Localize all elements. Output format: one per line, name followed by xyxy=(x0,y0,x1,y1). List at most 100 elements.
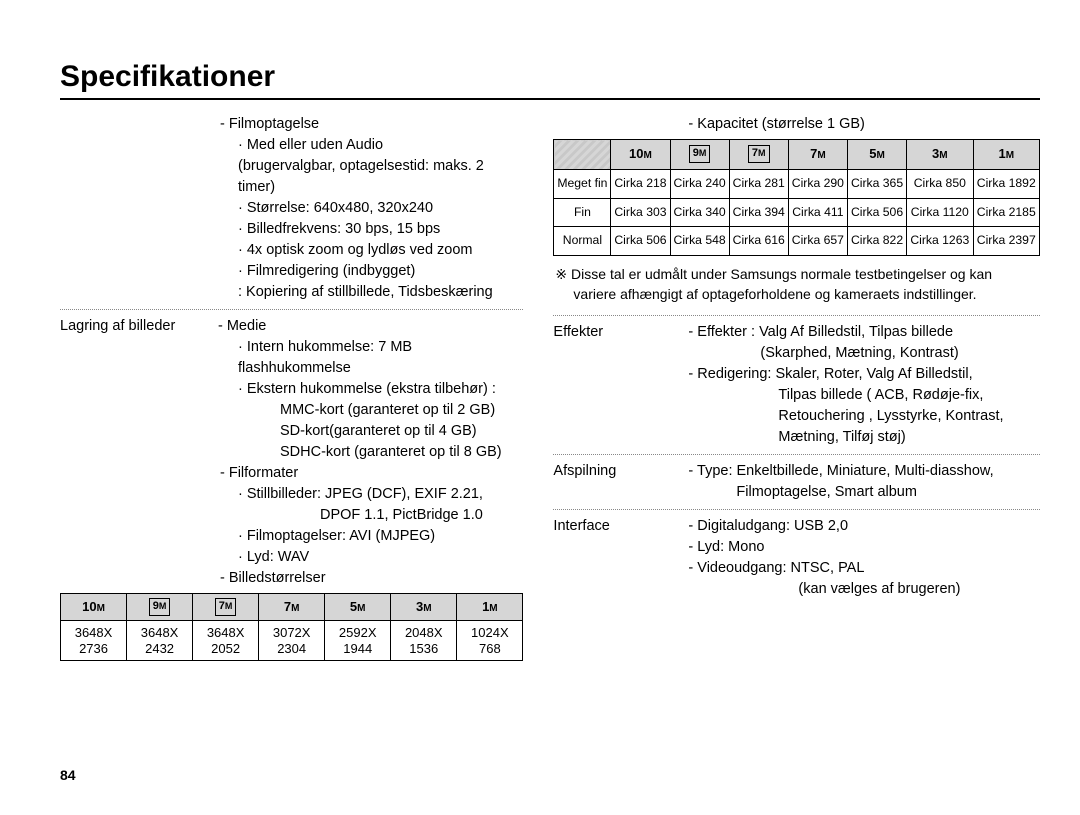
cap-cell: Cirka 340 xyxy=(670,198,729,227)
storage-external: · Ekstern hukommelse (ekstra tilbehør) : xyxy=(60,379,523,400)
effects-l4: Tilpas billede ( ACB, Rødøje-fix, xyxy=(553,385,1040,406)
interface-row: Interface - Digitaludgang: USB 2,0 xyxy=(553,516,1040,537)
storage-internal: · Intern hukommelse: 7 MB flashhukommels… xyxy=(60,337,523,379)
size-cell: 2592X1944 xyxy=(325,621,391,661)
cap-header: 3M xyxy=(907,140,973,170)
cap-cell: Cirka 394 xyxy=(729,198,788,227)
effects-l5: Retouchering , Lysstyrke, Kontrast, xyxy=(553,406,1040,427)
film-audio: · Med eller uden Audio xyxy=(60,135,523,156)
cap-cell: Cirka 822 xyxy=(847,227,906,256)
cap-cell: Cirka 240 xyxy=(670,169,729,198)
size-cell: 1024X768 xyxy=(457,621,523,661)
storage-sdhc: SDHC-kort (garanteret op til 8 GB) xyxy=(60,442,523,463)
cap-header: 9M xyxy=(670,140,729,170)
size-cell: 3648X2736 xyxy=(61,621,127,661)
capacity-note: ※ Disse tal er udmålt under Samsungs nor… xyxy=(553,264,1040,305)
film-edit: · Filmredigering (indbygget) xyxy=(60,261,523,282)
cap-row-label: Meget fin xyxy=(554,169,611,198)
cap-cell: Cirka 365 xyxy=(847,169,906,198)
divider xyxy=(553,454,1040,455)
storage-sd: SD-kort(garanteret op til 4 GB) xyxy=(60,421,523,442)
film-zoom: · 4x optisk zoom og lydløs ved zoom xyxy=(60,240,523,261)
page-title: Specifikationer xyxy=(60,60,1040,100)
content-columns: - Filmoptagelse · Med eller uden Audio (… xyxy=(60,114,1040,669)
cap-cell: Cirka 303 xyxy=(611,198,670,227)
cap-cell: Cirka 1892 xyxy=(973,169,1039,198)
playback-l2: Filmoptagelse, Smart album xyxy=(553,482,1040,503)
film-heading: - Filmoptagelse xyxy=(60,114,523,135)
interface-l3: - Videoudgang: NTSC, PAL xyxy=(553,558,1040,579)
film-fps: · Billedfrekvens: 30 bps, 15 bps xyxy=(60,219,523,240)
playback-l1: - Type: Enkeltbillede, Miniature, Multi-… xyxy=(688,461,1040,482)
size-header: 9M xyxy=(127,594,193,621)
interface-l1: - Digitaludgang: USB 2,0 xyxy=(688,516,1040,537)
cap-row-label: Fin xyxy=(554,198,611,227)
file-sound: · Lyd: WAV xyxy=(60,547,523,568)
page-number: 84 xyxy=(60,767,76,783)
interface-label: Interface xyxy=(553,516,688,537)
film-size: · Størrelse: 640x480, 320x240 xyxy=(60,198,523,219)
size-header: 10M xyxy=(61,594,127,621)
effects-l1: - Effekter : Valg Af Billedstil, Tilpas … xyxy=(688,322,1040,343)
cap-header: 10M xyxy=(611,140,670,170)
note-line1: ※ Disse tal er udmålt under Samsungs nor… xyxy=(555,266,992,282)
image-sizes-label: - Billedstørrelser xyxy=(60,568,523,589)
size-cell: 2048X1536 xyxy=(391,621,457,661)
left-column: - Filmoptagelse · Med eller uden Audio (… xyxy=(60,114,523,669)
cap-cell: Cirka 281 xyxy=(729,169,788,198)
cap-header: 5M xyxy=(847,140,906,170)
cap-cell: Cirka 218 xyxy=(611,169,670,198)
file-still: · Stillbilleder: JPEG (DCF), EXIF 2.21, xyxy=(60,484,523,505)
note-line2: variere afhængigt af optageforholdene og… xyxy=(555,284,976,304)
effects-l3: - Redigering: Skaler, Roter, Valg Af Bil… xyxy=(553,364,1040,385)
film-edit2: : Kopiering af stillbillede, Tidsbeskæri… xyxy=(60,282,523,303)
size-header: 7M xyxy=(259,594,325,621)
effects-l6: Mætning, Tilføj støj) xyxy=(553,427,1040,448)
capacity-label: - Kapacitet (størrelse 1 GB) xyxy=(553,114,1040,135)
film-audio2: (brugervalgbar, optagelsestid: maks. 2 t… xyxy=(60,156,523,198)
cap-cell: Cirka 616 xyxy=(729,227,788,256)
cap-cell: Cirka 1263 xyxy=(907,227,973,256)
storage-mmc: MMC-kort (garanteret op til 2 GB) xyxy=(60,400,523,421)
playback-row: Afspilning - Type: Enkeltbillede, Miniat… xyxy=(553,461,1040,482)
storage-media: - Medie xyxy=(218,316,523,337)
cap-cell: Cirka 506 xyxy=(611,227,670,256)
storage-label: Lagring af billeder xyxy=(60,316,218,337)
size-cell: 3072X2304 xyxy=(259,621,325,661)
cap-cell: Cirka 657 xyxy=(788,227,847,256)
capacity-table: 10M9M7M7M5M3M1M Meget finCirka 218Cirka … xyxy=(553,139,1040,256)
size-cell: 3648X2432 xyxy=(127,621,193,661)
divider xyxy=(60,309,523,310)
playback-label: Afspilning xyxy=(553,461,688,482)
cap-cell: Cirka 411 xyxy=(788,198,847,227)
cap-cell: Cirka 1120 xyxy=(907,198,973,227)
cap-header: 7M xyxy=(729,140,788,170)
size-header: 3M xyxy=(391,594,457,621)
size-cell: 3648X2052 xyxy=(193,621,259,661)
cap-cell: Cirka 850 xyxy=(907,169,973,198)
divider xyxy=(553,509,1040,510)
cap-cell: Cirka 548 xyxy=(670,227,729,256)
storage-row: Lagring af billeder - Medie xyxy=(60,316,523,337)
file-formats: - Filformater xyxy=(60,463,523,484)
effects-label: Effekter xyxy=(553,322,688,343)
file-movie: · Filmoptagelser: AVI (MJPEG) xyxy=(60,526,523,547)
size-header: 7M xyxy=(193,594,259,621)
file-still2: DPOF 1.1, PictBridge 1.0 xyxy=(60,505,523,526)
right-column: - Kapacitet (størrelse 1 GB) 10M9M7M7M5M… xyxy=(553,114,1040,669)
cap-row-label: Normal xyxy=(554,227,611,256)
cap-cell: Cirka 2397 xyxy=(973,227,1039,256)
cap-cell: Cirka 2185 xyxy=(973,198,1039,227)
cap-header xyxy=(554,140,611,170)
interface-l4: (kan vælges af brugeren) xyxy=(553,579,1040,600)
cap-cell: Cirka 290 xyxy=(788,169,847,198)
effects-row: Effekter - Effekter : Valg Af Billedstil… xyxy=(553,322,1040,343)
interface-l2: - Lyd: Mono xyxy=(553,537,1040,558)
divider xyxy=(553,315,1040,316)
size-table: 10M9M7M7M5M3M1M 3648X27363648X24323648X2… xyxy=(60,593,523,661)
cap-header: 7M xyxy=(788,140,847,170)
size-header: 1M xyxy=(457,594,523,621)
cap-header: 1M xyxy=(973,140,1039,170)
cap-cell: Cirka 506 xyxy=(847,198,906,227)
effects-l2: (Skarphed, Mætning, Kontrast) xyxy=(553,343,1040,364)
